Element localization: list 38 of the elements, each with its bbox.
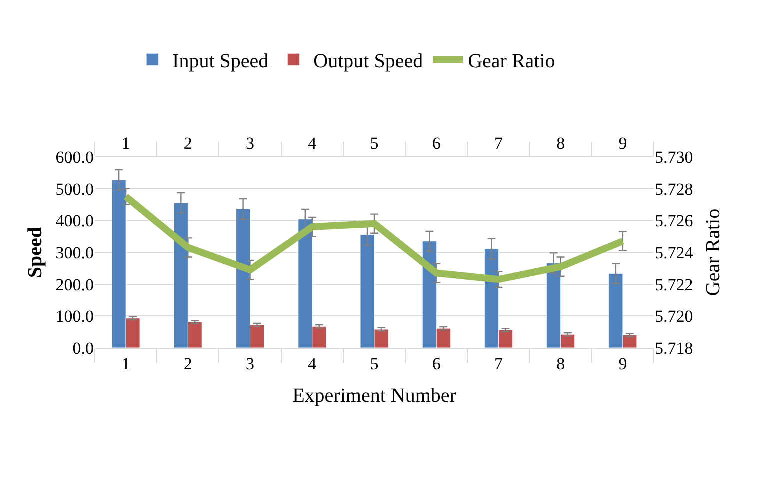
x-axis-title: Experiment Number — [292, 384, 457, 407]
x-tick-label: 1 — [122, 134, 130, 154]
x2-tick-label: 3 — [246, 354, 255, 374]
legend-label: Gear Ratio — [468, 50, 556, 72]
y2-tick-label: 5.726 — [655, 212, 694, 231]
y-tick-label: 100.0 — [56, 307, 94, 326]
y2-tick-label: 5.718 — [655, 338, 694, 358]
x-tick-label: 7 — [494, 134, 504, 154]
x-tick-label: 5 — [370, 134, 379, 154]
x-tick-label: 9 — [618, 134, 628, 154]
y2-tick-label: 5.724 — [655, 243, 694, 262]
y2-tick-label: 5.720 — [655, 307, 694, 326]
y-tick-label: 400.0 — [56, 212, 94, 231]
y2-tick-label: 5.730 — [655, 148, 694, 167]
y2-axis-title: Gear Ratio — [702, 208, 724, 296]
y-tick-label: 300.0 — [56, 243, 94, 262]
x2-tick-label: 8 — [556, 354, 566, 374]
y2-tick-label: 5.722 — [655, 275, 694, 294]
y-tick-label: 0.0 — [72, 338, 94, 358]
y-tick-label: 500.0 — [56, 180, 94, 199]
x-tick-label: 6 — [432, 134, 441, 154]
x-tick-label: 8 — [556, 134, 566, 154]
y-tick-label: 200.0 — [56, 275, 94, 294]
y-tick-label: 600.0 — [56, 148, 94, 167]
x2-tick-label: 4 — [308, 354, 318, 374]
x2-tick-label: 6 — [432, 354, 441, 374]
legend-label: Output Speed — [314, 50, 424, 72]
x-tick-label: 3 — [246, 134, 255, 154]
x-tick-label: 2 — [184, 134, 192, 154]
legend-label: Input Speed — [172, 50, 269, 72]
x2-tick-label: 1 — [122, 354, 130, 374]
x2-tick-label: 2 — [184, 354, 192, 374]
x2-tick-label: 5 — [370, 354, 379, 374]
x2-tick-label: 7 — [494, 354, 504, 374]
x-tick-label: 4 — [308, 134, 318, 154]
x2-tick-label: 9 — [618, 354, 628, 374]
y2-tick-label: 5.728 — [655, 180, 694, 199]
y-axis-title: Speed — [24, 226, 46, 278]
